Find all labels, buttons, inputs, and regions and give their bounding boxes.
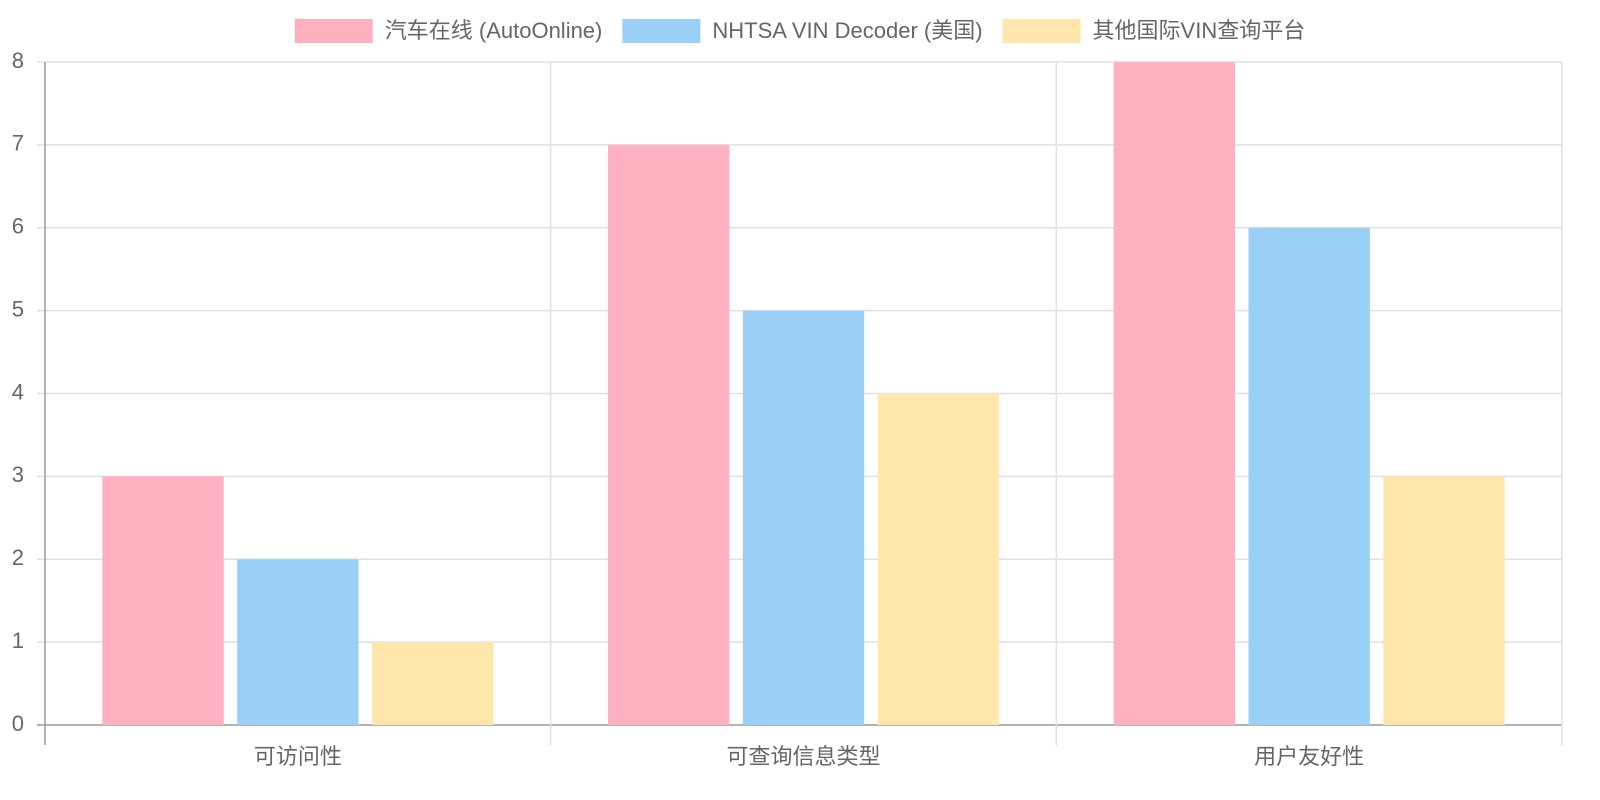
bar <box>1113 62 1236 725</box>
y-tick-label: 6 <box>12 214 24 239</box>
x-tick-label: 可访问性 <box>254 744 342 769</box>
y-tick-label: 3 <box>12 462 24 487</box>
x-tick-label: 可查询信息类型 <box>726 744 880 769</box>
legend-swatch <box>1002 19 1081 43</box>
bar <box>1383 476 1505 725</box>
legend-label: 其他国际VIN查询平台 <box>1093 18 1306 43</box>
legend-label: NHTSA VIN Decoder (美国) <box>712 18 982 43</box>
legend-swatch <box>294 19 373 43</box>
legend: 汽车在线 (AutoOnline) NHTSA VIN Decoder (美国) 其… <box>294 18 1306 43</box>
y-tick-label: 2 <box>12 545 24 570</box>
bar <box>742 310 865 725</box>
y-tick-label: 8 <box>12 48 24 73</box>
bar <box>877 393 1000 725</box>
y-tick-label: 7 <box>12 131 24 156</box>
x-tick-label: 用户友好性 <box>1254 744 1364 769</box>
y-tick-label: 0 <box>12 711 24 736</box>
bar <box>607 144 730 725</box>
legend-swatch <box>622 19 701 43</box>
bar <box>237 559 359 725</box>
legend-label: 汽车在线 (AutoOnline) <box>385 18 603 43</box>
y-tick-label: 4 <box>12 379 24 404</box>
y-tick-label: 1 <box>12 628 24 653</box>
bar <box>371 642 494 725</box>
y-tick-label: 5 <box>12 296 24 321</box>
bar <box>1248 227 1370 725</box>
bar <box>102 476 224 725</box>
